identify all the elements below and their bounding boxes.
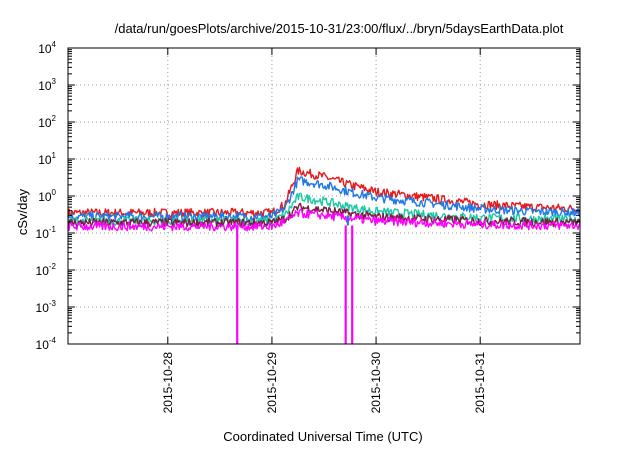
y-tick-label: 100 bbox=[38, 188, 56, 204]
x-tick-label: 2015-10-29 bbox=[265, 352, 279, 414]
y-tick-label: 102 bbox=[38, 114, 56, 130]
x-tick-label: 2015-10-30 bbox=[369, 352, 383, 414]
y-tick-label: 101 bbox=[38, 151, 56, 167]
grid bbox=[68, 48, 580, 344]
series-line-1 bbox=[67, 176, 581, 222]
x-axis-label: Coordinated Universal Time (UTC) bbox=[223, 429, 422, 444]
y-tick-label: 10-2 bbox=[36, 262, 57, 278]
x-tick-label: 2015-10-31 bbox=[473, 352, 487, 414]
series-line-4 bbox=[67, 208, 581, 232]
ticks bbox=[68, 47, 580, 345]
x-tick-label: 2015-10-28 bbox=[161, 352, 175, 414]
y-tick-label: 104 bbox=[38, 40, 56, 56]
series-group bbox=[67, 166, 581, 344]
y-tick-label: 10-4 bbox=[36, 336, 57, 352]
series-line-2 bbox=[67, 192, 581, 227]
chart-title: /data/run/goesPlots/archive/2015-10-31/2… bbox=[115, 21, 564, 36]
y-tick-label: 103 bbox=[38, 77, 56, 93]
y-tick-label: 10-1 bbox=[36, 225, 57, 241]
y-axis-label: cSv/day bbox=[15, 188, 30, 235]
y-tick-label: 10-3 bbox=[36, 299, 57, 315]
